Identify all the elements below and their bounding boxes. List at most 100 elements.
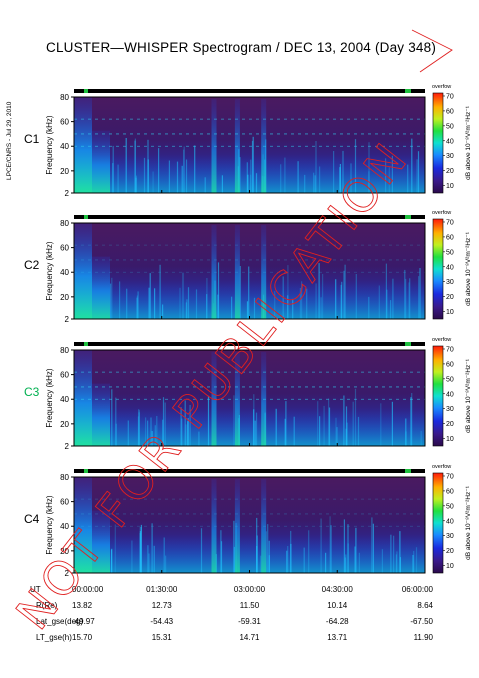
emission-striation [411, 393, 413, 446]
emission-striation [345, 406, 348, 446]
y-tick-label: 20 [60, 547, 69, 556]
emission-striation [185, 302, 187, 319]
status-bar [74, 469, 425, 473]
colorbar-tick-label: 70 [446, 346, 454, 353]
emission-striation [405, 278, 407, 319]
broadband-burst [261, 479, 267, 573]
ephemeris-row-label: UT [30, 585, 41, 594]
emission-striation [396, 551, 398, 573]
emission-striation [181, 165, 183, 193]
emission-striation [119, 281, 121, 319]
emission-striation [412, 555, 414, 573]
emission-striation [343, 519, 345, 573]
emission-striation [404, 269, 406, 319]
y-tick-label: 2 [65, 189, 70, 198]
y-axis-label: Frequency (kHz) [45, 368, 54, 427]
emission-striation [256, 517, 258, 573]
emission-striation [253, 409, 255, 446]
emission-striation [319, 166, 321, 193]
emission-striation [200, 528, 203, 573]
emission-striation [411, 138, 413, 193]
emission-striation [304, 174, 306, 193]
colorbar-tick-label: 60 [446, 488, 454, 495]
status-marker [84, 342, 88, 346]
emission-striation [250, 174, 252, 193]
status-marker [84, 469, 88, 473]
ephemeris-ut: 04:30:00 [322, 585, 354, 594]
emission-striation [292, 298, 294, 319]
colorbar-header: overfow [432, 84, 451, 90]
emission-striation [117, 164, 119, 193]
status-marker [84, 89, 88, 93]
y-tick-label: 40 [60, 395, 69, 404]
broadband-burst [261, 225, 267, 319]
emission-striation [391, 155, 393, 193]
emission-striation [246, 162, 248, 193]
emission-striation [125, 138, 127, 193]
emission-striation [335, 417, 337, 446]
colorbar-tick-label: 40 [446, 518, 454, 525]
emission-striation [381, 549, 383, 573]
emission-striation [248, 266, 250, 319]
emission-striation [145, 417, 147, 446]
ephemeris-row-label: Lat_gse(deg) [36, 617, 83, 626]
emission-striation [346, 422, 348, 446]
emission-striation [315, 283, 317, 319]
colorbar-label: dB above 10⁻⁸V²m⁻²Hz⁻¹ [465, 358, 472, 433]
emission-striation [308, 530, 310, 573]
emission-striation [181, 418, 183, 446]
panel-c4: 80 60 40 20 2 Frequency (kHz) C4 overfow 70 60 50 4… [24, 464, 472, 578]
emission-striation [385, 263, 387, 319]
emission-striation [380, 403, 382, 446]
emission-striation [419, 268, 421, 319]
emission-striation [392, 278, 394, 319]
emission-striation [340, 284, 342, 319]
emission-striation [416, 159, 418, 193]
emission-striation [139, 531, 141, 573]
y-tick-label: 40 [60, 522, 69, 531]
emission-striation [320, 297, 322, 319]
emission-striation [352, 401, 354, 446]
colorbar-tick-label: 60 [446, 234, 454, 241]
y-tick-label: 20 [60, 420, 69, 429]
emission-striation [195, 289, 198, 319]
colorbar-tick-label: 70 [446, 93, 454, 100]
spacecraft-label: C2 [24, 258, 40, 272]
emission-striation [204, 177, 206, 193]
ephemeris-lt: 15.70 [72, 633, 93, 642]
early-emission [92, 510, 110, 573]
emission-striation [149, 273, 151, 319]
emission-striation [328, 398, 330, 446]
y-tick-label: 80 [60, 219, 69, 228]
y-tick-label: 2 [65, 569, 70, 578]
emission-striation [285, 401, 287, 446]
emission-striation [268, 540, 270, 573]
emission-striation [135, 175, 137, 193]
emission-striation [329, 516, 331, 573]
colorbar-tick-label: 50 [446, 249, 454, 256]
emission-striation [407, 164, 409, 193]
colorbar-label: dB above 10⁻⁸V²m⁻²Hz⁻¹ [465, 105, 472, 180]
emission-striation [247, 174, 249, 193]
colorbar-tick-label: 30 [446, 153, 454, 160]
emission-striation [417, 151, 420, 193]
y-tick-label: 40 [60, 268, 69, 277]
status-marker [405, 469, 411, 473]
emission-striation [137, 416, 139, 446]
early-emission [92, 130, 110, 193]
status-bar [74, 342, 425, 346]
panel-c2: 80 60 40 20 2 Frequency (kHz) C2 overfow 70 60 50 4… [24, 210, 472, 324]
colorbar-tick-label: 40 [446, 391, 454, 398]
y-tick-label: 80 [60, 93, 69, 102]
emission-striation [344, 264, 346, 319]
ephemeris-lt: 13.71 [327, 633, 348, 642]
emission-striation [148, 553, 150, 573]
emission-striation [246, 301, 249, 319]
emission-striation [287, 546, 289, 573]
emission-striation [313, 172, 315, 193]
emission-striation [150, 417, 152, 446]
emission-striation [368, 142, 370, 193]
emission-striation [137, 291, 139, 319]
emission-striation [148, 287, 150, 319]
